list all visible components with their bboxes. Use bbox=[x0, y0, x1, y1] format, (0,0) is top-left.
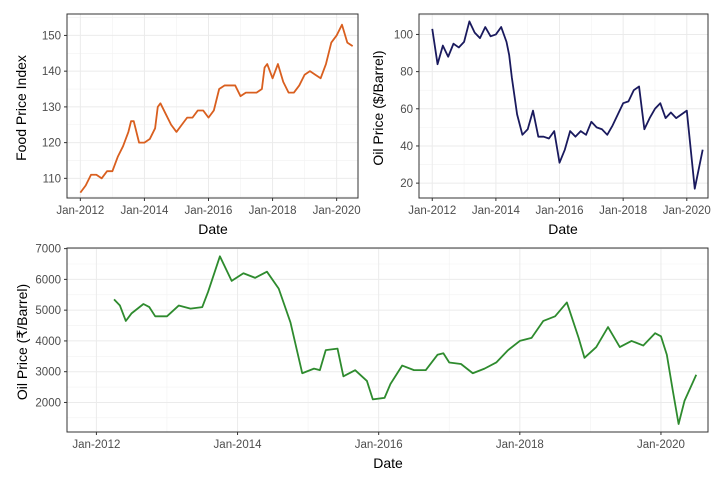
food-price-chart: 110 120 130 140 150 Jan-2012 Jan-2014 Jan-2016 J… bbox=[13, 13, 361, 237]
food-y-tick-label: 130 bbox=[42, 102, 61, 114]
food-y-tick-label: 120 bbox=[42, 138, 61, 150]
oil-usd-y-tick-label: 80 bbox=[400, 67, 413, 79]
chart-0-xlabel: Date bbox=[198, 221, 228, 237]
food-x-tick-label: Jan-2014 bbox=[120, 205, 169, 217]
food-x-tick-label: Jan-2018 bbox=[249, 205, 297, 217]
oil-inr-panel-bg bbox=[67, 248, 708, 432]
food-y-tick-label: 110 bbox=[43, 173, 61, 185]
oil-inr-series-line bbox=[113, 255, 698, 425]
oil-inr-x-tick-label: Jan-2020 bbox=[637, 439, 685, 451]
oil-usd-y-tick-label: 60 bbox=[400, 104, 413, 116]
oil-price-inr-chart: 2000 3000 4000 5000 6000 7000 Jan-2012 Jan-2014… bbox=[14, 244, 709, 471]
oil-inr-x-tick-label: Jan-2014 bbox=[214, 439, 263, 451]
oil-usd-x-tick-label: Jan-2018 bbox=[599, 205, 647, 217]
oil-usd-panel-bg bbox=[419, 14, 708, 198]
oil-inr-x-tick-label: Jan-2018 bbox=[496, 439, 544, 451]
oil-inr-x-tick-label: Jan-2016 bbox=[355, 439, 403, 451]
oil-inr-panel-border bbox=[66, 247, 709, 433]
oil-usd-y-tick-label: 40 bbox=[400, 141, 413, 153]
chart-1-ylabel: Oil Price ($/Barrel) bbox=[370, 50, 386, 165]
chart-1-xlabel: Date bbox=[548, 221, 578, 237]
oil-usd-y-tick-label: 20 bbox=[400, 178, 413, 190]
oil-usd-y-tick-label: 100 bbox=[394, 29, 413, 41]
oil-usd-panel-border bbox=[418, 13, 709, 199]
chart-2-ylabel: Oil Price (₹/Barrel) bbox=[14, 284, 30, 400]
oil-usd-x-tick-label: Jan-2016 bbox=[536, 205, 584, 217]
oil-inr-y-tick-label: 4000 bbox=[35, 336, 61, 348]
chart-0-ylabel: Food Price Index bbox=[13, 55, 29, 161]
food-series-line bbox=[79, 23, 354, 194]
food-x-tick-label: Jan-2020 bbox=[313, 205, 361, 217]
oil-usd-series-line bbox=[431, 20, 704, 190]
oil-usd-x-tick-label: Jan-2012 bbox=[408, 205, 456, 217]
oil-usd-x-tick-label: Jan-2020 bbox=[663, 205, 711, 217]
oil-inr-y-tick-label: 2000 bbox=[35, 397, 61, 409]
oil-inr-y-tick-label: 3000 bbox=[35, 367, 61, 379]
oil-inr-y-tick-label: 7000 bbox=[35, 244, 61, 256]
oil-inr-y-tick-label: 5000 bbox=[35, 305, 61, 317]
food-y-tick-label: 140 bbox=[42, 66, 61, 78]
food-x-tick-label: Jan-2012 bbox=[56, 205, 104, 217]
food-panel-bg bbox=[67, 14, 358, 198]
food-panel-border bbox=[66, 13, 359, 199]
oil-price-usd-chart: 20 40 60 80 100 Jan-2012 Jan-2014 Jan-2016 Jan-2… bbox=[370, 13, 711, 237]
chart-2-xlabel: Date bbox=[373, 455, 403, 471]
food-y-tick-label: 150 bbox=[42, 30, 61, 42]
oil-inr-x-tick-label: Jan-2012 bbox=[72, 439, 120, 451]
oil-inr-y-tick-label: 6000 bbox=[35, 274, 61, 286]
oil-usd-x-tick-label: Jan-2014 bbox=[472, 205, 521, 217]
food-x-tick-label: Jan-2016 bbox=[185, 205, 233, 217]
